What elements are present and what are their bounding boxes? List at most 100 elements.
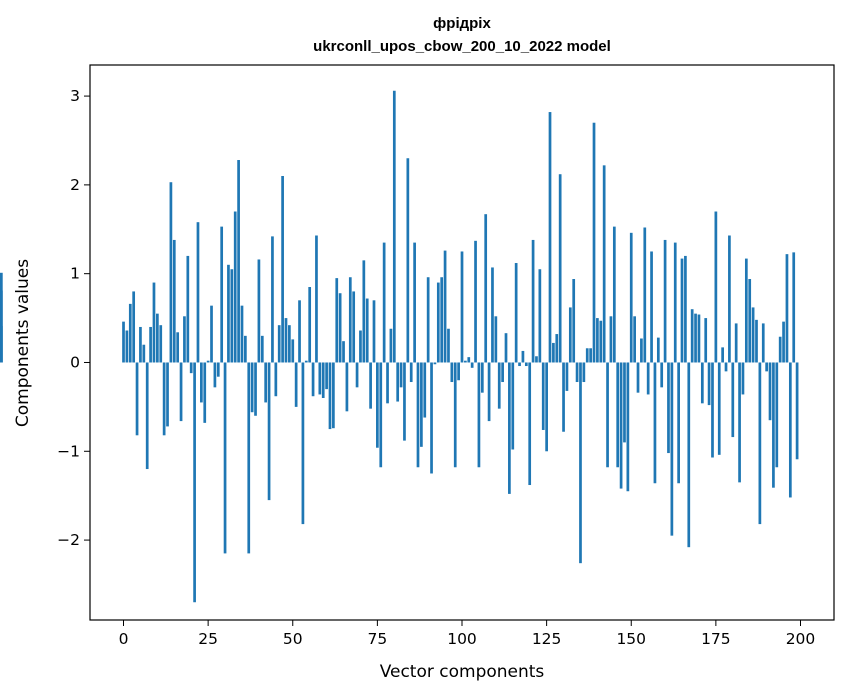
bar xyxy=(738,362,741,483)
bar xyxy=(338,293,342,363)
bar xyxy=(541,362,545,430)
x-axis-label: Vector components xyxy=(380,662,545,682)
y-tick-label: −2 xyxy=(57,531,80,549)
bar xyxy=(332,362,335,429)
bar xyxy=(315,235,318,363)
bar xyxy=(145,362,149,470)
bar xyxy=(206,360,210,363)
bar xyxy=(128,303,132,363)
bar xyxy=(369,362,372,409)
x-tick-label: 75 xyxy=(368,630,388,648)
bar xyxy=(616,362,620,468)
x-tick-label: 100 xyxy=(447,630,477,648)
bar xyxy=(132,291,136,363)
bar xyxy=(531,239,535,363)
x-tick-label: 50 xyxy=(283,630,303,648)
y-axis-ticks: −2 −1 0 1 2 3 xyxy=(57,87,90,549)
bar xyxy=(122,321,125,363)
bar xyxy=(555,334,559,363)
bar xyxy=(795,362,799,460)
bar xyxy=(453,362,457,468)
bar xyxy=(267,362,271,501)
bar xyxy=(260,335,264,363)
bar xyxy=(301,362,305,525)
bar xyxy=(721,347,724,363)
bar xyxy=(744,258,748,363)
bar xyxy=(751,307,755,363)
chart-subtitle: ukrconll_upos_cbow_200_10_2022 model xyxy=(313,38,611,55)
bar xyxy=(677,362,680,484)
bar xyxy=(450,362,454,383)
bar xyxy=(271,236,274,363)
bar xyxy=(538,269,542,363)
bar xyxy=(233,211,237,363)
bar xyxy=(643,227,647,363)
bar xyxy=(758,362,762,525)
bar xyxy=(761,323,765,363)
bar xyxy=(189,362,193,374)
bar xyxy=(365,298,369,363)
bar xyxy=(582,362,586,383)
bar xyxy=(788,362,792,498)
bar xyxy=(558,174,562,363)
bar xyxy=(470,362,474,368)
bar xyxy=(386,362,389,404)
bar xyxy=(714,211,718,363)
bar xyxy=(169,182,173,363)
bar xyxy=(457,362,460,381)
bar xyxy=(443,250,447,363)
bar xyxy=(216,362,220,377)
x-axis-ticks: 0 25 50 75 100 125 150 175 200 xyxy=(119,620,815,648)
bar xyxy=(304,360,308,363)
bar xyxy=(440,277,444,363)
bar xyxy=(420,362,423,447)
bar xyxy=(491,267,494,363)
bar xyxy=(156,313,159,363)
bar xyxy=(653,362,657,484)
bar xyxy=(667,362,670,454)
bar xyxy=(724,362,728,372)
bar xyxy=(274,362,278,397)
bar xyxy=(359,330,362,363)
bar xyxy=(389,328,393,363)
bar xyxy=(447,328,450,363)
bar xyxy=(392,90,396,363)
bar xyxy=(308,287,312,363)
bar xyxy=(731,362,735,438)
bar xyxy=(707,362,711,406)
bar xyxy=(518,362,521,367)
bar xyxy=(257,259,261,363)
bar xyxy=(240,305,244,363)
y-tick-label: −1 xyxy=(57,442,80,460)
bar xyxy=(626,362,630,492)
bar xyxy=(575,362,579,383)
bar xyxy=(772,362,775,488)
bar xyxy=(704,318,708,363)
bar xyxy=(768,362,772,421)
bar xyxy=(619,362,623,489)
bar xyxy=(227,264,230,363)
bar xyxy=(484,214,488,363)
bar xyxy=(656,337,660,363)
bar xyxy=(700,362,704,404)
bar xyxy=(535,356,538,363)
bar xyxy=(670,362,674,536)
bar xyxy=(528,362,532,486)
bar xyxy=(321,362,325,398)
bars-group xyxy=(0,90,799,603)
bar xyxy=(728,235,731,363)
bar xyxy=(477,362,481,468)
bar xyxy=(223,362,227,554)
bar xyxy=(467,357,471,363)
bar xyxy=(734,323,738,363)
bar xyxy=(778,336,782,363)
y-axis-label: Components values xyxy=(13,259,33,427)
x-tick-label: 0 xyxy=(119,630,129,648)
bar xyxy=(352,291,356,363)
bar xyxy=(521,350,525,363)
bar xyxy=(487,362,491,422)
bar xyxy=(711,362,714,458)
bar xyxy=(741,362,745,395)
bar xyxy=(548,112,552,363)
bar xyxy=(284,318,288,363)
